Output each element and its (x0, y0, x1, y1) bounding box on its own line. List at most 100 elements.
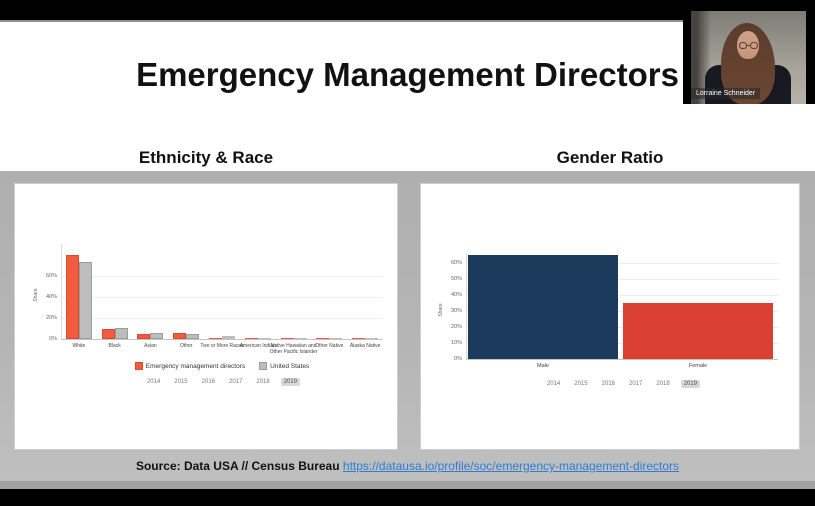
top-letterbox-bar (0, 0, 815, 20)
y-axis-line (466, 254, 467, 359)
source-text: Source: Data USA // Census Bureau (135, 459, 343, 473)
bar-black-us (114, 327, 128, 339)
y-tick-label-50: 50% (450, 276, 462, 282)
x-tick-label: American Indian (239, 343, 276, 349)
bar-two-or-more-races-us (222, 336, 235, 339)
year-button-2017[interactable]: 2017 (629, 381, 643, 387)
year-button-2016[interactable]: 2016 (201, 379, 215, 385)
gridline-30 (466, 311, 778, 312)
glasses-icon (739, 41, 758, 49)
x-tick-label: Two or More Races (200, 343, 244, 349)
y-tick-label-40: 40% (450, 292, 462, 298)
y-tick-label-0: 0% (49, 336, 57, 342)
glasses-left-lens (739, 41, 747, 49)
gridline-20 (466, 327, 778, 328)
slide-title: Emergency Management Directors (136, 56, 679, 93)
bar-native-hawaiian-and-other-pacific-islander-emd (280, 338, 294, 339)
gridline-40 (61, 297, 383, 298)
bar-female (623, 303, 773, 359)
chart-legend: Emergency management directors United Sta… (61, 362, 383, 370)
bar-alaska-native-us (365, 338, 379, 339)
bar-american-indian-emd (244, 338, 258, 339)
bar-asian-emd (137, 334, 151, 339)
year-button-2014[interactable]: 2014 (146, 379, 161, 385)
x-tick-label: Other (179, 343, 193, 349)
webcam-overlay: Lorraine Schneider (683, 11, 815, 104)
y-tick-label-10: 10% (450, 340, 462, 346)
legend-item-us: United States (259, 362, 309, 370)
year-button-2018[interactable]: 2018 (256, 379, 270, 385)
bar-other-us (186, 334, 200, 339)
gridline-0 (466, 359, 778, 360)
participant-name-label: Lorraine Schneider (691, 88, 761, 99)
year-selector: 2014 2015 2016 2017 2018 2019 (466, 380, 778, 388)
bar-asian-us (150, 333, 164, 339)
y-axis-line (61, 244, 62, 339)
gender-ratio-heading: Gender Ratio (556, 148, 664, 167)
glasses-right-lens (750, 41, 758, 49)
bar-native-hawaiian-and-other-pacific-islander-us (293, 338, 307, 339)
legend-label: Emergency management directors (145, 362, 246, 370)
bar-other-native-us (329, 338, 343, 339)
year-button-2016[interactable]: 2016 (601, 381, 615, 387)
x-tick-label: Alaska Native (349, 343, 381, 349)
year-button-2017[interactable]: 2017 (229, 379, 243, 385)
x-tick-label: Other Native (315, 343, 344, 349)
glasses-bridge (747, 44, 750, 46)
gridline-60 (61, 276, 383, 277)
bar-other-emd (173, 332, 187, 339)
year-button-2019[interactable]: 2019 (280, 378, 301, 386)
x-tick-label-female: Female (688, 363, 708, 369)
y-axis-title: Share (438, 302, 444, 317)
bar-alaska-native-emd (352, 338, 366, 339)
year-button-2018[interactable]: 2018 (656, 381, 670, 387)
year-selector: 2014 2015 2016 2017 2018 2019 (61, 378, 383, 386)
ethnicity-race-heading: Ethnicity & Race (138, 148, 274, 167)
webcam-video: Lorraine Schneider (691, 11, 806, 104)
y-tick-label-60: 60% (45, 273, 57, 279)
bar-two-or-more-races-emd (209, 338, 222, 339)
ethnicity-race-chart-card: 0% 20% 40% 60% Share White Black Asian Other Two … (14, 183, 398, 450)
source-link[interactable]: https://datausa.io/profile/soc/emergency… (342, 459, 680, 473)
x-tick-label: Asian (144, 343, 157, 349)
bar-other-native-emd (316, 338, 330, 339)
y-tick-label-40: 40% (45, 294, 57, 300)
legend-item-emd: Emergency management directors (134, 362, 246, 370)
bar-male (468, 255, 618, 359)
gridline-40 (466, 295, 778, 296)
gridline-0 (61, 339, 383, 340)
bar-american-indian-us (257, 338, 271, 339)
bottom-letterbox-bar (0, 489, 815, 506)
slide-top-edge (0, 20, 815, 22)
year-button-2015[interactable]: 2015 (174, 379, 188, 385)
gridline-60 (466, 263, 778, 264)
y-tick-label-20: 20% (45, 315, 57, 321)
y-tick-label-30: 30% (450, 308, 462, 314)
year-button-2019[interactable]: 2019 (680, 380, 701, 388)
gridline-50 (466, 279, 778, 280)
backdrop-bottom-strip (0, 481, 815, 489)
y-tick-label-60: 60% (450, 260, 462, 266)
bar-black-emd (101, 328, 115, 339)
gender-ratio-chart: 0% 10% 20% 30% 40% 50% 60% Share Male Female 2014 2… (421, 184, 799, 449)
source-citation: Source: Data USA // Census Bureau https:… (0, 459, 815, 473)
y-axis-title: Share (33, 287, 39, 302)
gridline-20 (61, 318, 383, 319)
legend-label: United States (270, 362, 310, 370)
bar-white-emd (65, 255, 79, 339)
x-tick-label: Native Hawaiian and Other Pacific Island… (269, 343, 318, 355)
x-tick-label-male: Male (537, 363, 549, 369)
gender-ratio-chart-card: 0% 10% 20% 30% 40% 50% 60% Share Male Female 2014 2… (420, 183, 800, 450)
legend-swatch-icon (259, 362, 268, 370)
ethnicity-race-chart: 0% 20% 40% 60% Share White Black Asian Other Two … (15, 184, 397, 449)
x-tick-label: Black (108, 343, 121, 349)
x-tick-label: White (72, 343, 86, 349)
year-button-2015[interactable]: 2015 (574, 381, 588, 387)
gridline-10 (466, 343, 778, 344)
charts-backdrop: 0% 20% 40% 60% Share White Black Asian Other Two … (0, 171, 815, 489)
bar-white-us (78, 262, 92, 339)
year-button-2014[interactable]: 2014 (546, 381, 561, 387)
legend-swatch-icon (134, 362, 143, 370)
y-tick-label-0: 0% (454, 356, 462, 362)
